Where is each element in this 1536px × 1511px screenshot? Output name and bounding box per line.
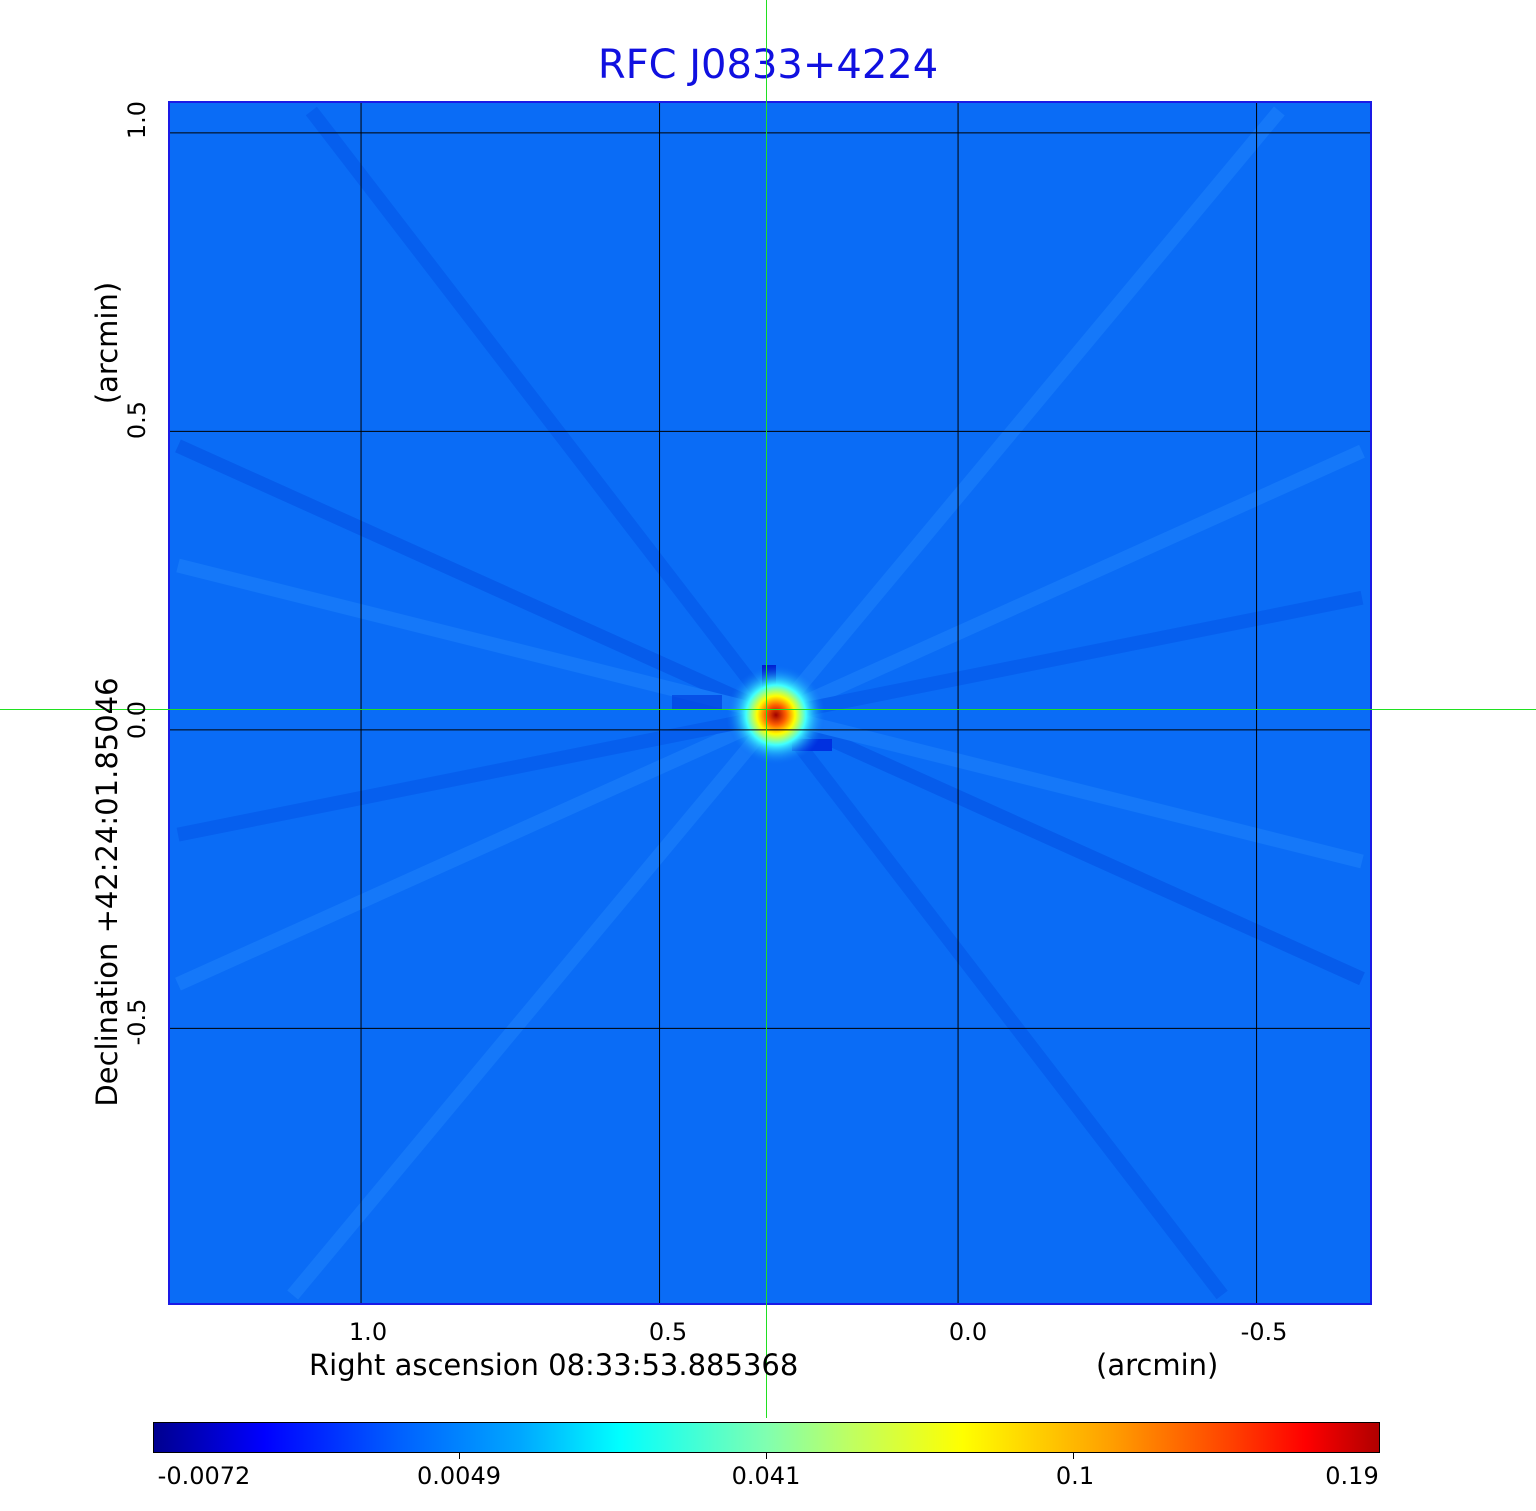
colorbar-tick bbox=[459, 1453, 460, 1459]
colorbar-tick-label: -0.0072 bbox=[157, 1462, 251, 1490]
y-axis-label: Declination +42:24:01.85046 bbox=[90, 677, 124, 1107]
x-axis-label: Right ascension 08:33:53.885368 bbox=[309, 1348, 799, 1382]
radio-source bbox=[726, 665, 826, 765]
crosshair-horizontal bbox=[0, 709, 1536, 710]
x-tick-label: 1.0 bbox=[348, 1318, 388, 1346]
x-tick-label: -0.5 bbox=[1240, 1318, 1288, 1346]
y-tick-label: -0.5 bbox=[123, 998, 151, 1046]
y-tick-label: 0.0 bbox=[123, 700, 151, 740]
y-tick-label: 1.0 bbox=[123, 100, 151, 140]
x-tick-label: 0.0 bbox=[948, 1318, 988, 1346]
y-axis-unit: (arcmin) bbox=[90, 281, 124, 405]
colorbar-tick-label: 0.041 bbox=[731, 1462, 801, 1490]
colorbar-tick-label: 0.0049 bbox=[417, 1462, 501, 1490]
colorbar-tick bbox=[766, 1453, 767, 1459]
x-axis-unit: (arcmin) bbox=[1096, 1348, 1219, 1382]
x-tick-label: 0.5 bbox=[648, 1318, 688, 1346]
heatmap-image bbox=[170, 103, 1370, 1303]
colorbar bbox=[153, 1422, 1380, 1453]
colorbar-tick bbox=[1073, 1453, 1074, 1459]
negative-lobe bbox=[672, 695, 722, 709]
colorbar-tick-label: 0.19 bbox=[1325, 1462, 1379, 1490]
chart-title: RFC J0833+4224 bbox=[597, 42, 939, 88]
y-tick-label: 0.5 bbox=[123, 400, 151, 440]
colorbar-tick-label: 0.1 bbox=[1055, 1462, 1095, 1490]
grid-lines bbox=[170, 103, 1370, 1303]
image-plot-area[interactable] bbox=[168, 101, 1372, 1305]
